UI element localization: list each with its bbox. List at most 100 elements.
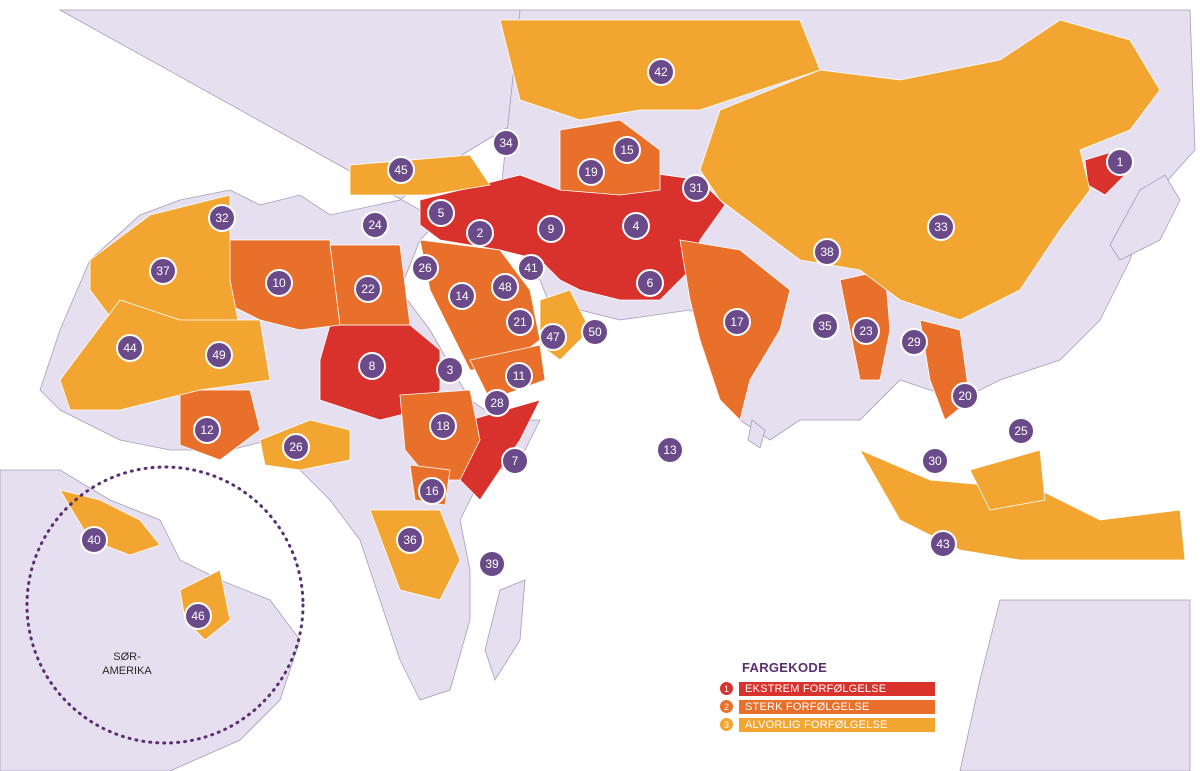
country-markers: 1234567891011121314151617181920212223242…: [80, 58, 1134, 630]
marker-38: 38: [813, 238, 841, 266]
marker-label: 4: [633, 219, 640, 233]
marker-circle: [927, 213, 955, 241]
marker-label: 26: [418, 261, 432, 275]
marker-label: 47: [546, 330, 560, 344]
marker-label: 39: [485, 557, 499, 571]
marker-11: 11: [505, 362, 533, 390]
marker-23: 23: [852, 317, 880, 345]
marker-label: 17: [730, 315, 744, 329]
marker-label: 28: [490, 396, 504, 410]
marker-label: 33: [934, 220, 948, 234]
marker-label: 29: [907, 335, 921, 349]
marker-40: 40: [80, 526, 108, 554]
marker-label: 24: [368, 218, 382, 232]
marker-circle: [282, 433, 310, 461]
marker-26: 26: [282, 433, 310, 461]
marker-label: 22: [361, 282, 375, 296]
marker-7: 7: [501, 447, 529, 475]
land-japan: [1109, 174, 1181, 261]
marker-circle: [149, 257, 177, 285]
marker-34: 34: [492, 129, 520, 157]
marker-label: 37: [156, 264, 170, 278]
marker-circle: [951, 382, 979, 410]
marker-circle: [900, 328, 928, 356]
marker-44: 44: [116, 334, 144, 362]
marker-circle: [501, 447, 529, 475]
marker-label: 44: [123, 341, 137, 355]
marker-36: 36: [396, 526, 424, 554]
marker-label: 50: [588, 325, 602, 339]
marker-14: 14: [448, 282, 476, 310]
marker-circle: [354, 275, 382, 303]
marker-label: 43: [936, 537, 950, 551]
marker-circle: [478, 550, 506, 578]
marker-label: 30: [928, 454, 942, 468]
marker-circle: [411, 254, 439, 282]
marker-label: 14: [455, 289, 469, 303]
region-label-south-america: SØR- AMERIKA: [102, 651, 152, 677]
legend-row-extreme: 1 EKSTREM FORFØLGELSE: [720, 681, 935, 696]
legend-label-strong: STERK FORFØLGELSE: [739, 699, 935, 714]
marker-3: 3: [436, 356, 464, 384]
legend-num-1: 1: [720, 682, 733, 695]
marker-circle: [1007, 417, 1035, 445]
marker-circle: [656, 436, 684, 464]
marker-label: 16: [425, 484, 439, 498]
marker-16: 16: [418, 477, 446, 505]
marker-circle: [205, 341, 233, 369]
marker-label: 25: [1014, 424, 1028, 438]
marker-label: 3: [447, 363, 454, 377]
marker-19: 19: [577, 158, 605, 186]
marker-circle: [429, 412, 457, 440]
marker-28: 28: [483, 389, 511, 417]
marker-8: 8: [358, 352, 386, 380]
marker-25: 25: [1007, 417, 1035, 445]
marker-label: 20: [958, 389, 972, 403]
marker-label: 31: [689, 181, 703, 195]
marker-1: 1: [1106, 148, 1134, 176]
marker-46: 46: [184, 602, 212, 630]
marker-21: 21: [506, 308, 534, 336]
marker-label: 2: [477, 226, 484, 240]
marker-circle: [80, 526, 108, 554]
marker-circle: [852, 317, 880, 345]
country-mali-niger: [59, 299, 271, 411]
marker-49: 49: [205, 341, 233, 369]
marker-circle: [682, 174, 710, 202]
marker-label: 46: [191, 609, 205, 623]
legend-label-severe: ALVORLIG FORFØLGELSE: [739, 717, 935, 732]
marker-42: 42: [647, 58, 675, 86]
marker-48: 48: [491, 273, 519, 301]
marker-50: 50: [581, 318, 609, 346]
marker-label: 12: [200, 423, 214, 437]
marker-circle: [505, 362, 533, 390]
legend: FARGEKODE 1 EKSTREM FORFØLGELSE 2 STERK …: [720, 660, 935, 735]
marker-circle: [418, 477, 446, 505]
marker-label: 8: [369, 359, 376, 373]
marker-label: 40: [87, 533, 101, 547]
legend-num-2: 2: [720, 700, 733, 713]
legend-num-3: 3: [720, 718, 733, 731]
marker-circle: [208, 204, 236, 232]
marker-circle: [811, 312, 839, 340]
marker-17: 17: [723, 308, 751, 336]
marker-26: 26: [411, 254, 439, 282]
marker-label: 18: [436, 419, 450, 433]
marker-label: 15: [620, 143, 634, 157]
marker-43: 43: [929, 530, 957, 558]
marker-29: 29: [900, 328, 928, 356]
marker-circle: [577, 158, 605, 186]
marker-22: 22: [354, 275, 382, 303]
marker-label: 10: [272, 276, 286, 290]
marker-circle: [622, 212, 650, 240]
marker-4: 4: [622, 212, 650, 240]
legend-row-strong: 2 STERK FORFØLGELSE: [720, 699, 935, 714]
marker-label: 36: [403, 533, 417, 547]
marker-circle: [491, 273, 519, 301]
marker-circle: [636, 269, 664, 297]
marker-circle: [921, 447, 949, 475]
marker-18: 18: [429, 412, 457, 440]
marker-15: 15: [613, 136, 641, 164]
